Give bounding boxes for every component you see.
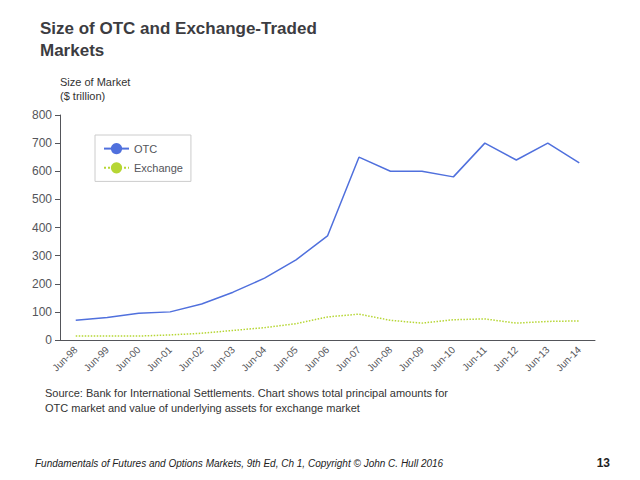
- svg-text:Jun-13: Jun-13: [522, 344, 552, 374]
- svg-text:Size of OTC and Exchange-Trade: Size of OTC and Exchange-Traded: [40, 19, 317, 38]
- svg-text:Jun-06: Jun-06: [302, 344, 332, 374]
- svg-text:OTC: OTC: [134, 143, 157, 155]
- svg-text:Markets: Markets: [40, 41, 104, 60]
- svg-text:Fundamentals of Futures and Op: Fundamentals of Futures and Options Mark…: [35, 458, 444, 469]
- svg-text:Jun-12: Jun-12: [491, 344, 521, 374]
- svg-text:Jun-07: Jun-07: [333, 344, 363, 374]
- svg-text:($ trillion): ($ trillion): [60, 90, 105, 102]
- svg-text:OTC market and value of underl: OTC market and value of underlying asset…: [45, 402, 360, 414]
- svg-text:13: 13: [597, 456, 611, 470]
- svg-text:300: 300: [32, 249, 52, 263]
- svg-text:400: 400: [32, 221, 52, 235]
- svg-text:Jun-10: Jun-10: [428, 344, 458, 374]
- svg-text:Jun-03: Jun-03: [208, 344, 238, 374]
- svg-text:Source: Bank for International: Source: Bank for International Settlemen…: [45, 387, 448, 399]
- svg-text:700: 700: [32, 136, 52, 150]
- svg-text:Jun-99: Jun-99: [82, 344, 112, 374]
- svg-text:Jun-09: Jun-09: [396, 344, 426, 374]
- svg-text:200: 200: [32, 277, 52, 291]
- svg-text:0: 0: [45, 333, 52, 347]
- svg-text:Jun-02: Jun-02: [176, 344, 206, 374]
- svg-text:Jun-08: Jun-08: [365, 344, 395, 374]
- svg-text:800: 800: [32, 108, 52, 122]
- svg-text:Exchange: Exchange: [134, 162, 183, 174]
- svg-text:Jun-14: Jun-14: [554, 344, 584, 374]
- svg-text:Jun-01: Jun-01: [145, 344, 175, 374]
- svg-text:Jun-11: Jun-11: [460, 344, 489, 373]
- svg-text:Jun-00: Jun-00: [113, 344, 143, 374]
- svg-text:100: 100: [32, 305, 52, 319]
- svg-text:Jun-05: Jun-05: [271, 344, 301, 374]
- svg-text:Jun-04: Jun-04: [239, 344, 269, 374]
- svg-text:500: 500: [32, 192, 52, 206]
- svg-text:Jun-98: Jun-98: [50, 344, 80, 374]
- svg-text:600: 600: [32, 164, 52, 178]
- svg-text:Size of Market: Size of Market: [60, 76, 130, 88]
